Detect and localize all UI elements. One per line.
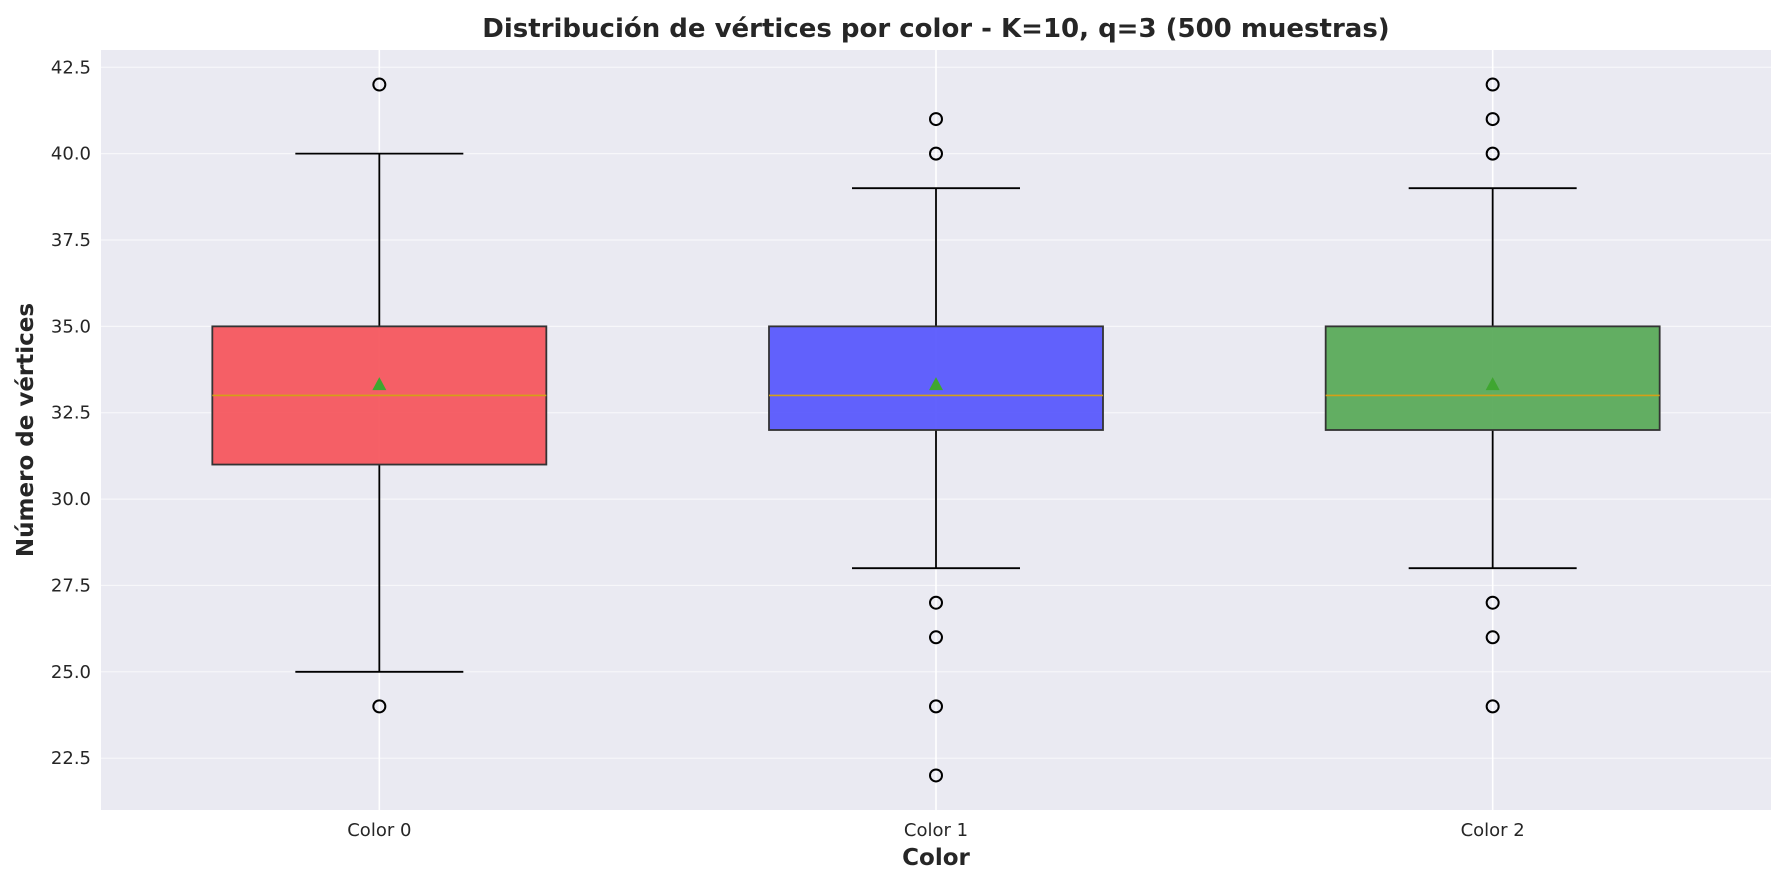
y-tick-label: 27.5 [51, 575, 91, 596]
outlier-point [372, 699, 387, 714]
outlier-point [372, 77, 387, 92]
outlier-point [1485, 112, 1500, 127]
mean-marker [929, 377, 943, 391]
outlier-point [1485, 595, 1500, 610]
x-tick-label: Color 0 [347, 820, 411, 841]
outlier-point [929, 630, 943, 645]
outlier-point [929, 699, 943, 714]
outlier-point [1485, 699, 1500, 714]
y-tick-label: 30.0 [51, 489, 91, 510]
box-group [1324, 77, 1661, 714]
y-tick-label: 37.5 [51, 230, 91, 251]
outlier-point [929, 112, 943, 127]
y-axis-ticks: 22.5 25.0 27.5 30.0 32.5 35.0 37.5 40.0 42.5 [51, 57, 91, 769]
y-tick-label: 42.5 [51, 57, 91, 78]
x-tick-label: Color 2 [1461, 820, 1525, 841]
mean-marker [1485, 377, 1500, 391]
y-tick-label: 40.0 [51, 144, 91, 165]
mean-marker [372, 377, 387, 391]
outlier-point [929, 595, 943, 610]
outlier-point [929, 768, 943, 783]
x-axis-ticks: Color 0 Color 1 Color 2 [347, 820, 1525, 841]
chart-title: Distribución de vértices por color - K=1… [482, 14, 1389, 44]
outlier-point [1485, 146, 1500, 161]
outlier-point [1485, 630, 1500, 645]
y-axis-label: Número de vértices [13, 303, 39, 557]
box-group [768, 112, 1104, 783]
outlier-point [1485, 77, 1500, 92]
box-group [211, 77, 548, 714]
y-tick-label: 22.5 [51, 748, 91, 769]
y-tick-label: 25.0 [51, 662, 91, 683]
x-axis-label: Color [902, 845, 970, 871]
box-series [211, 77, 1661, 783]
y-tick-label: 35.0 [51, 316, 91, 337]
x-tick-label: Color 1 [904, 820, 968, 841]
y-tick-label: 32.5 [51, 403, 91, 424]
outlier-point [929, 146, 943, 161]
